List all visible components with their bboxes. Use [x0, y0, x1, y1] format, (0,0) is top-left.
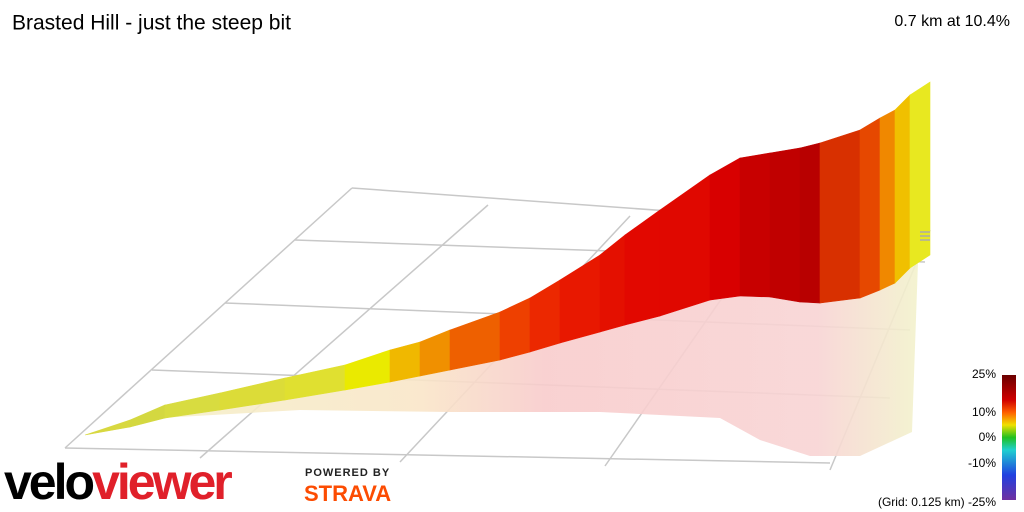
title: Brasted Hill - just the steep bit: [12, 12, 291, 35]
ribbon-segment: [739, 152, 771, 298]
ribbon-shadow: [85, 262, 918, 456]
scale-label: 10%: [972, 405, 996, 419]
ribbon-segment: [879, 109, 896, 291]
scale-label: -10%: [968, 456, 996, 470]
logo-part: viewer: [92, 454, 232, 510]
color-scale: [1002, 375, 1016, 500]
ribbon-segment: [529, 279, 561, 353]
ribbon-segment: [799, 142, 821, 304]
ribbon-segment: [449, 311, 501, 371]
ribbon-segment: [709, 157, 741, 301]
summary: 0.7 km at 10.4%: [894, 13, 1010, 30]
tick-stubs: [920, 231, 930, 241]
logo: veloviewer: [4, 454, 232, 510]
ribbon-segment: [769, 147, 801, 303]
ribbon-segment: [419, 329, 451, 377]
ribbon: [84, 81, 931, 436]
ribbon-segment: [909, 81, 931, 269]
powered-by: POWERED BY: [305, 467, 390, 479]
ribbon-segment: [624, 209, 661, 326]
logo-part: velo: [4, 454, 94, 510]
grid-note: (Grid: 0.125 km) -25%: [878, 495, 996, 509]
ribbon-segment: [859, 117, 881, 299]
scale-label: 0%: [979, 430, 997, 444]
ribbon-segment: [389, 341, 421, 383]
scale-label: 25%: [972, 367, 996, 381]
ribbon-segment: [129, 404, 166, 428]
ribbon-segment: [894, 94, 911, 284]
strava-logo: STRAVA: [304, 481, 391, 506]
ribbon-segment: [499, 297, 531, 361]
ribbon-segment: [659, 174, 711, 317]
ribbon-segment: [84, 419, 131, 436]
ribbon-segment: [559, 254, 601, 344]
ribbon-segment: [819, 129, 861, 304]
ribbon-segment: [599, 234, 626, 333]
